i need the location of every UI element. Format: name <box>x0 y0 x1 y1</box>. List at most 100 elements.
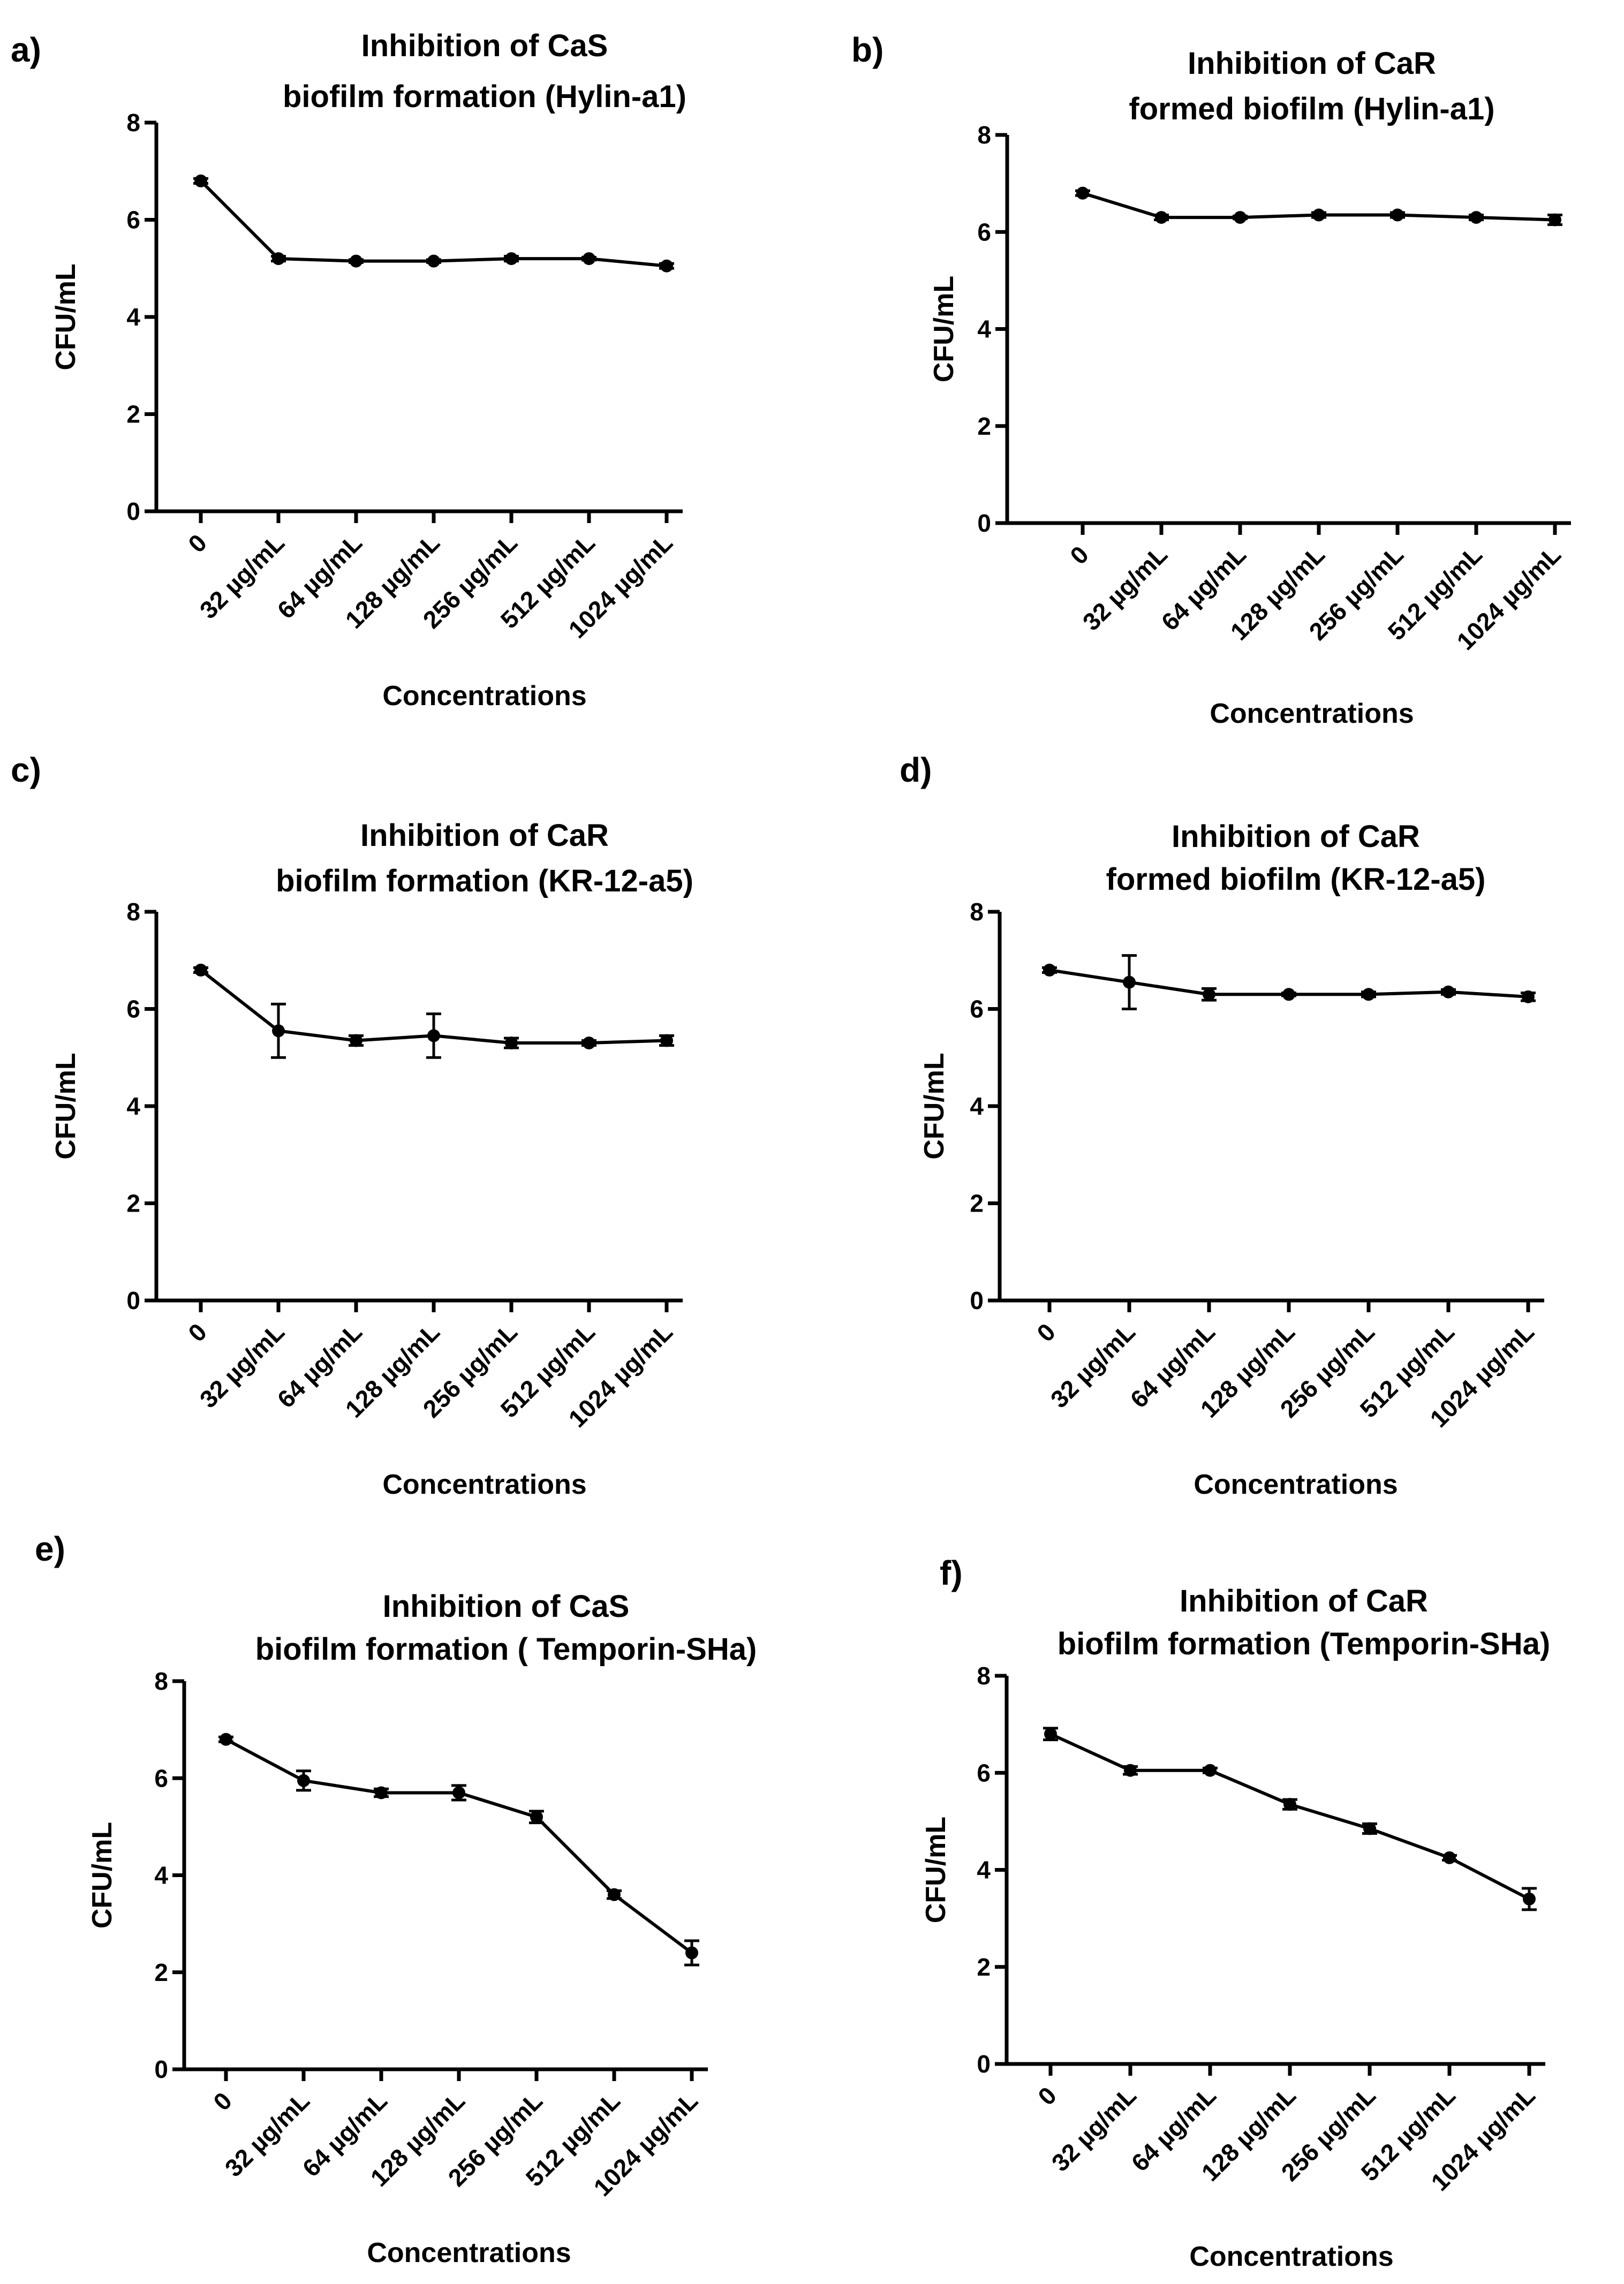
y-tick-label: 0 <box>977 509 991 537</box>
data-point <box>583 252 595 266</box>
chart-title-line: Inhibition of CaR <box>360 818 609 853</box>
data-point <box>1312 208 1325 222</box>
data-point <box>375 1786 388 1799</box>
panel-label: e) <box>35 1530 65 1568</box>
y-tick-label: 8 <box>154 1667 168 1695</box>
data-point <box>1443 1851 1456 1864</box>
y-tick-label: 4 <box>977 1856 991 1884</box>
y-tick-label: 2 <box>977 1953 991 1981</box>
y-tick-label: 6 <box>126 206 140 234</box>
chart-title-line: Inhibition of CaS <box>383 1589 630 1624</box>
y-tick-label: 8 <box>977 121 991 149</box>
data-point <box>1391 208 1404 222</box>
panel-label: b) <box>851 31 883 69</box>
y-tick-label: 0 <box>154 2055 168 2083</box>
x-axis-title: Concentrations <box>382 1469 586 1500</box>
y-tick-label: 8 <box>977 1662 991 1690</box>
data-point <box>1234 211 1247 224</box>
y-tick-label: 4 <box>126 303 140 331</box>
data-point <box>194 174 207 187</box>
data-point <box>608 1888 621 1901</box>
y-tick-label: 2 <box>977 412 991 440</box>
chart-title-line: biofilm formation (Hylin-a1) <box>283 79 686 114</box>
data-point <box>1522 990 1535 1003</box>
data-point <box>427 254 440 268</box>
data-point <box>1043 963 1056 977</box>
y-tick-label: 6 <box>126 995 140 1023</box>
y-tick-label: 2 <box>970 1190 984 1217</box>
data-point <box>452 1786 465 1799</box>
data-point <box>1155 211 1168 224</box>
data-point <box>427 1029 440 1042</box>
panel-label: d) <box>900 751 932 789</box>
y-tick-label: 4 <box>126 1092 140 1120</box>
y-tick-label: 4 <box>970 1092 984 1120</box>
data-point <box>1363 1822 1376 1835</box>
y-tick-label: 4 <box>977 315 991 343</box>
y-tick-label: 8 <box>126 109 140 137</box>
chart-title-line: formed biofilm (Hylin-a1) <box>1129 92 1494 126</box>
x-axis-title: Concentrations <box>367 2237 571 2268</box>
y-tick-label: 0 <box>126 497 140 525</box>
y-tick-label: 2 <box>126 400 140 428</box>
chart-title-line: biofilm formation (Temporin-SHa) <box>1058 1627 1550 1661</box>
y-axis-title: CFU/mL <box>928 276 960 382</box>
y-tick-label: 6 <box>977 1759 991 1787</box>
data-point <box>1549 213 1561 226</box>
data-point <box>660 259 673 273</box>
data-point <box>1442 985 1455 999</box>
data-point <box>1076 186 1089 200</box>
data-point <box>583 1037 595 1050</box>
data-point <box>1123 975 1136 989</box>
y-axis-title: CFU/mL <box>87 1822 118 1928</box>
y-tick-label: 8 <box>970 898 984 926</box>
panel-label: c) <box>11 751 41 789</box>
data-point <box>1044 1727 1057 1741</box>
y-tick-label: 8 <box>126 898 140 926</box>
data-point <box>272 252 285 266</box>
y-tick-label: 6 <box>970 995 984 1023</box>
data-point <box>1204 1764 1217 1777</box>
data-point <box>530 1810 543 1824</box>
data-point <box>1282 988 1295 1001</box>
y-tick-label: 6 <box>154 1764 168 1792</box>
y-axis-title: CFU/mL <box>50 1053 81 1159</box>
y-tick-label: 6 <box>977 218 991 246</box>
y-tick-label: 2 <box>126 1190 140 1217</box>
y-tick-label: 0 <box>970 1287 984 1314</box>
data-point <box>1203 988 1215 1001</box>
chart-title-line: biofilm formation ( Temporin-SHa) <box>255 1632 757 1667</box>
chart-title-line: Inhibition of CaS <box>361 28 608 63</box>
data-point <box>1283 1798 1296 1811</box>
chart-title-line: formed biofilm (KR-12-a5) <box>1106 862 1486 897</box>
y-axis-title: CFU/mL <box>50 263 81 370</box>
chart-title-line: biofilm formation (KR-12-a5) <box>276 864 693 898</box>
data-point <box>505 252 518 266</box>
data-point <box>350 1034 362 1047</box>
x-axis-title: Concentrations <box>382 680 586 712</box>
y-axis-title: CFU/mL <box>919 1053 950 1159</box>
data-point <box>505 1037 518 1050</box>
y-axis-title: CFU/mL <box>920 1817 951 1923</box>
data-point <box>685 1946 698 1960</box>
y-tick-label: 2 <box>154 1958 168 1986</box>
data-point <box>272 1024 285 1038</box>
data-point <box>1470 211 1483 224</box>
data-point <box>220 1733 232 1746</box>
y-tick-label: 0 <box>977 2050 991 2078</box>
data-point <box>297 1774 310 1787</box>
chart-title-line: Inhibition of CaR <box>1172 819 1420 854</box>
data-point <box>1523 1892 1536 1905</box>
x-axis-title: Concentrations <box>1194 1469 1398 1500</box>
y-tick-label: 0 <box>126 1287 140 1314</box>
x-axis-title: Concentrations <box>1189 2241 1393 2272</box>
y-tick-label: 4 <box>154 1862 168 1889</box>
data-point <box>1124 1764 1137 1777</box>
panel-label: a) <box>11 31 41 69</box>
data-point <box>350 254 362 268</box>
data-point <box>1362 988 1375 1001</box>
data-point <box>660 1034 673 1047</box>
panel-label: f) <box>940 1554 963 1592</box>
chart-title-line: Inhibition of CaR <box>1180 1584 1428 1619</box>
